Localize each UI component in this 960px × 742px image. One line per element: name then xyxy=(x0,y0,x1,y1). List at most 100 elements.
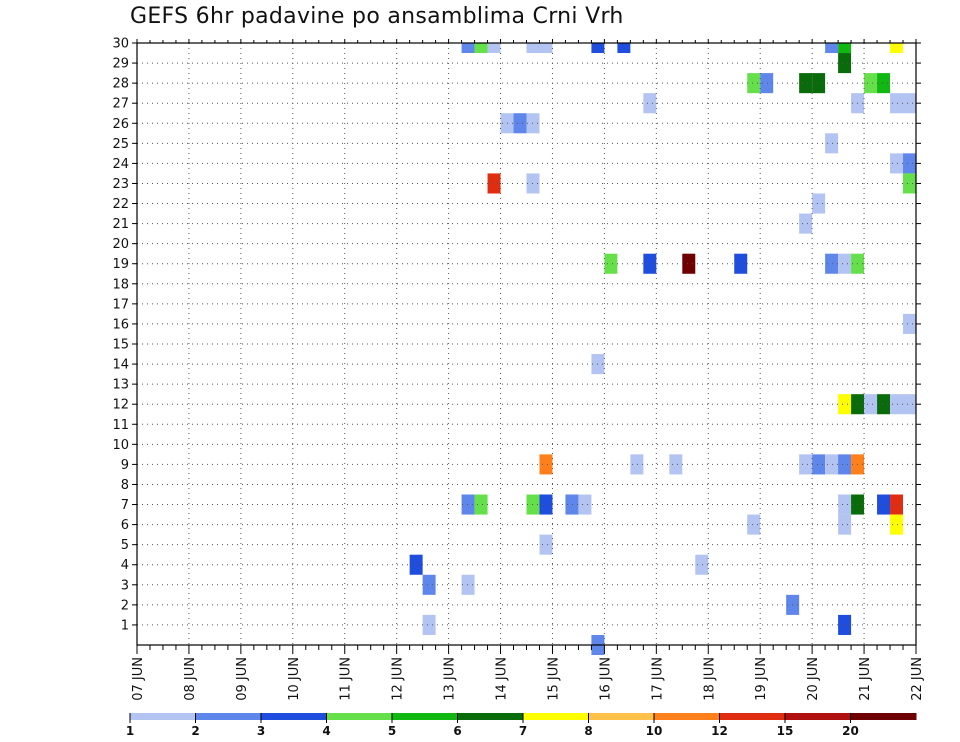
y-tick-label: 7 xyxy=(121,498,129,513)
heatmap-cell xyxy=(890,153,904,174)
heatmap-cell xyxy=(799,213,813,234)
legend: 1 2 3 4 5 6 7 8 10 12 15 20 xyxy=(126,713,917,738)
y-tick-label: 1 xyxy=(121,618,129,633)
legend-label: 15 xyxy=(777,724,794,738)
heatmap-cell xyxy=(838,494,852,515)
y-tick-label: 16 xyxy=(112,317,129,332)
heatmap-cell xyxy=(877,494,891,515)
legend-swatch xyxy=(588,713,655,720)
heatmap-cell xyxy=(747,514,761,535)
legend-swatch xyxy=(785,713,851,720)
x-tick-label: 11 JUN xyxy=(339,657,354,701)
y-tick-label: 27 xyxy=(112,97,129,112)
heatmap-cell xyxy=(513,113,527,134)
x-tick-label: 20 JUN xyxy=(806,657,821,701)
legend-swatch xyxy=(261,713,327,720)
heatmap-cell xyxy=(903,93,916,114)
legend-label: 8 xyxy=(584,724,592,738)
x-tick-label: 08 JUN xyxy=(183,657,198,701)
x-tick-label: 14 JUN xyxy=(495,657,510,701)
x-tick-label: 13 JUN xyxy=(443,657,458,701)
heatmap-cell xyxy=(734,253,748,274)
y-tick-label: 5 xyxy=(121,538,129,553)
y-tick-label: 28 xyxy=(112,77,129,92)
axes: 1234567891011121314151617181920212223242… xyxy=(112,37,925,701)
heatmap-cell xyxy=(695,554,709,575)
heatmap-cell xyxy=(487,43,501,54)
y-tick-label: 21 xyxy=(112,217,129,232)
heatmap-cell xyxy=(578,494,592,515)
heatmap-cell xyxy=(825,133,839,154)
heatmap-cell xyxy=(799,73,813,94)
heatmap-cell xyxy=(825,454,839,475)
legend-swatch xyxy=(719,713,786,720)
heatmap-cell xyxy=(487,173,501,194)
x-tick-label: 18 JUN xyxy=(702,657,717,701)
heatmap-cell xyxy=(474,494,488,515)
heatmap-cell xyxy=(799,454,813,475)
y-tick-label: 10 xyxy=(112,438,129,453)
x-tick-label: 19 JUN xyxy=(754,657,769,701)
y-tick-label: 26 xyxy=(112,117,129,132)
heatmap-cell xyxy=(539,454,553,475)
legend-label: 2 xyxy=(191,724,199,738)
heatmap-cell xyxy=(890,43,904,54)
legend-swatch xyxy=(523,713,589,720)
y-tick-label: 12 xyxy=(112,398,129,413)
heatmap-cell xyxy=(838,614,852,635)
x-tick-label: 21 JUN xyxy=(858,657,873,701)
heatmap-cell xyxy=(617,43,631,54)
legend-swatch xyxy=(850,713,917,720)
heatmap-cell xyxy=(643,253,657,274)
legend-swatch xyxy=(654,713,720,720)
heatmap-cell xyxy=(461,494,475,515)
heatmap-cell xyxy=(812,454,826,475)
chart-title: GEFS 6hr padavine po ansamblima Crni Vrh xyxy=(130,4,624,29)
legend-label: 4 xyxy=(322,724,330,738)
y-tick-label: 20 xyxy=(112,237,129,252)
x-tick-label: 10 JUN xyxy=(287,657,302,701)
heatmap-cell xyxy=(890,514,904,535)
y-tick-label: 8 xyxy=(121,478,129,493)
y-tick-label: 18 xyxy=(112,277,129,292)
y-tick-label: 29 xyxy=(112,57,129,72)
heatmap-cell xyxy=(903,153,916,174)
y-tick-label: 30 xyxy=(112,37,129,52)
heatmap-cell xyxy=(903,313,916,334)
heatmap-cell xyxy=(812,73,826,94)
heatmap-cell xyxy=(760,73,774,94)
x-tick-label: 16 JUN xyxy=(598,657,613,701)
heatmap-cell xyxy=(877,394,891,415)
heatmap-cell xyxy=(838,43,852,54)
y-tick-label: 23 xyxy=(112,177,129,192)
heatmap-cell xyxy=(838,53,852,74)
y-tick-label: 13 xyxy=(112,378,129,393)
heatmap-cell xyxy=(890,93,904,114)
heatmap-cell xyxy=(422,574,436,595)
heatmap-cell xyxy=(526,43,540,54)
heatmap-cell xyxy=(604,253,618,274)
heatmap-cell xyxy=(461,43,475,54)
legend-label: 3 xyxy=(257,724,265,738)
heatmap-cell xyxy=(890,394,904,415)
y-tick-label: 19 xyxy=(112,257,129,272)
x-tick-label: 17 JUN xyxy=(650,657,665,701)
y-tick-label: 11 xyxy=(112,418,129,433)
y-tick-label: 14 xyxy=(112,358,129,373)
legend-label: 20 xyxy=(842,724,859,738)
y-tick-label: 9 xyxy=(121,458,129,473)
x-tick-label: 07 JUN xyxy=(131,657,146,701)
heatmap-cell xyxy=(409,554,423,575)
x-tick-label: 09 JUN xyxy=(235,657,250,701)
heatmap-cell xyxy=(838,394,852,415)
heatmap-cell xyxy=(825,253,839,274)
x-tick-label: 22 JUN xyxy=(910,657,925,701)
legend-label: 7 xyxy=(519,724,527,738)
heatmap-cell xyxy=(877,73,891,94)
legend-label: 10 xyxy=(646,724,663,738)
heatmap-cell xyxy=(643,93,657,114)
heatmap-cells xyxy=(409,43,916,655)
heatmap-cell xyxy=(461,574,475,595)
y-tick-label: 15 xyxy=(112,338,129,353)
y-tick-label: 6 xyxy=(121,518,129,533)
